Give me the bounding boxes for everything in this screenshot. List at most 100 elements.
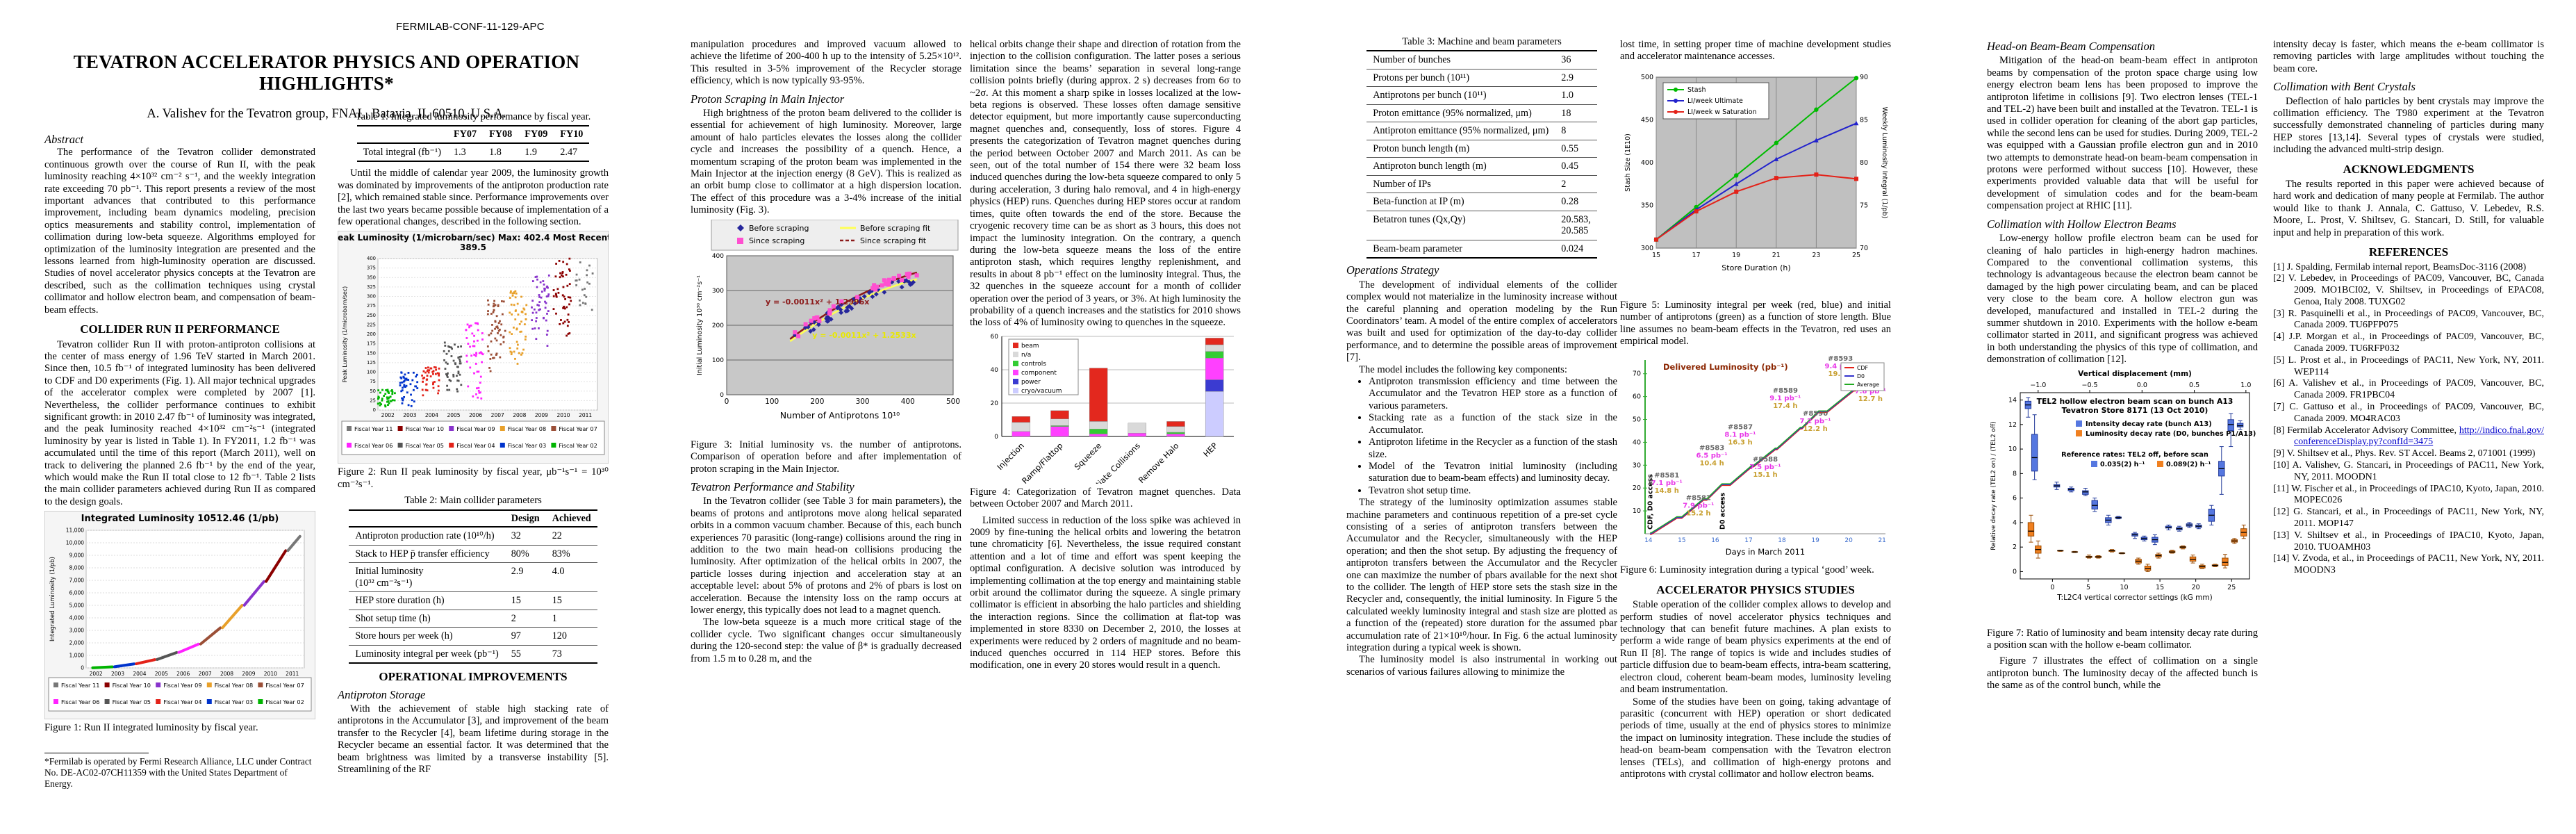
svg-text:200: 200 bbox=[810, 398, 824, 406]
svg-text:70: 70 bbox=[1633, 370, 1641, 378]
paragraph: The low-beta squeeze is a much more crit… bbox=[691, 616, 961, 664]
svg-text:6,000: 6,000 bbox=[69, 590, 85, 596]
svg-text:9.4 pb⁻¹: 9.4 pb⁻¹ bbox=[1825, 363, 1856, 370]
svg-text:175: 175 bbox=[367, 341, 376, 347]
svg-text:Intensity decay rate (bunch A1: Intensity decay rate (bunch A13) bbox=[2086, 420, 2212, 428]
paragraph: The results reported in this paper were … bbox=[2273, 179, 2544, 238]
svg-text:2004: 2004 bbox=[425, 412, 438, 418]
reference-item: [2] V. Lebedev, in Proceedings of PAC09,… bbox=[2273, 273, 2544, 307]
svg-text:#8587: #8587 bbox=[1728, 424, 1753, 432]
table-header-row: FY07 FY08 FY09 FY10 bbox=[356, 126, 590, 144]
svg-text:2008: 2008 bbox=[220, 671, 233, 677]
svg-text:#8588: #8588 bbox=[1753, 456, 1778, 464]
table-cell: 0.28 bbox=[1555, 193, 1597, 211]
table-cell: 15 bbox=[504, 591, 546, 610]
column-4: helical orbits change their shape and di… bbox=[970, 39, 1241, 672]
svg-text:75: 75 bbox=[370, 379, 376, 385]
svg-text:−0.5: −0.5 bbox=[2081, 382, 2097, 389]
paragraph-continued: intensity decay is faster, which means t… bbox=[2273, 39, 2544, 74]
svg-text:14: 14 bbox=[2008, 396, 2017, 404]
table-row: Proton emittance (95% normalized, μm) 18 bbox=[1367, 104, 1597, 123]
reference-item: [3] R. Pasquinelli et al., in Proceeding… bbox=[2273, 308, 2545, 331]
table-row: Number of bunches 36 bbox=[1367, 51, 1597, 70]
svg-text:75: 75 bbox=[1860, 202, 1868, 209]
svg-text:8,000: 8,000 bbox=[69, 565, 85, 571]
table-cell: 1.9 bbox=[525, 146, 537, 158]
svg-text:10,000: 10,000 bbox=[66, 540, 84, 546]
svg-text:40: 40 bbox=[1633, 439, 1641, 447]
svg-text:50: 50 bbox=[1633, 416, 1641, 424]
svg-text:cryo/vacuum: cryo/vacuum bbox=[1021, 388, 1062, 395]
table-cell: Antiproton production rate (10¹⁰/h) bbox=[349, 527, 505, 546]
svg-text:2004: 2004 bbox=[133, 671, 146, 677]
reference-number: [12] bbox=[2273, 507, 2294, 518]
svg-text:Integrated Luminosity 10512.46: Integrated Luminosity 10512.46 (1/pb) bbox=[81, 514, 279, 524]
svg-text:LI/week Ultimate: LI/week Ultimate bbox=[1687, 97, 1743, 105]
figure-2-peak-luminosity-chart: Peak Luminosity (1/microbarn/sec) Max: 4… bbox=[338, 231, 609, 464]
svg-text:Days in March 2011: Days in March 2011 bbox=[1726, 547, 1805, 557]
table-row: Beta-function at IP (m) 0.28 bbox=[1367, 193, 1597, 211]
svg-text:y = -0.0011x² + 1.2533x: y = -0.0011x² + 1.2533x bbox=[812, 331, 916, 340]
data-table: Number of bunches 36 Protons per bunch (10… bbox=[1367, 50, 1597, 259]
svg-text:2010: 2010 bbox=[556, 412, 570, 418]
reference-item: [14] V. Zvoda, et al., in Proceedings of… bbox=[2273, 553, 2544, 576]
table-cell: Initial luminosity (10³² cm⁻²s⁻¹) bbox=[349, 562, 505, 593]
paragraph: Deflection of halo particles by bent cry… bbox=[2273, 95, 2544, 156]
column-6: lost time, in setting proper time of mac… bbox=[1620, 39, 1891, 780]
svg-text:10.4 h: 10.4 h bbox=[1699, 460, 1724, 468]
table-header-cell bbox=[349, 509, 505, 528]
svg-text:#8590: #8590 bbox=[1803, 410, 1828, 418]
table-cell: Protons per bunch (10¹¹) bbox=[1367, 69, 1555, 88]
reference-number: [4] bbox=[2273, 332, 2289, 343]
svg-text:15.2 h: 15.2 h bbox=[1686, 510, 1710, 518]
reference-number: [13] bbox=[2273, 530, 2295, 541]
svg-text:Relative decay rate (TEL2 on): Relative decay rate (TEL2 on) / (TEL2 of… bbox=[1990, 421, 1997, 550]
svg-text:Fiscal Year 03: Fiscal Year 03 bbox=[215, 698, 253, 705]
table-cell: Total integral (fb⁻¹) bbox=[363, 146, 441, 158]
svg-text:Fiscal Year 11: Fiscal Year 11 bbox=[61, 682, 99, 689]
paragraph: Stable operation of the collider complex… bbox=[1620, 599, 1891, 696]
table-row: Betatron tunes (Qx,Qy) 20.583, 20.585 bbox=[1367, 211, 1597, 240]
figure-5-store-duration-chart: 15 17 19 21 23 25 300 350 400 450 500 70 75 80 85 90 Sta… bbox=[1620, 66, 1891, 297]
subsection-antiproton-storage: Antiproton Storage bbox=[338, 687, 426, 701]
title-block: TEVATRON ACCELERATOR PHYSICS AND OPERATI… bbox=[44, 51, 609, 122]
svg-text:19: 19 bbox=[1811, 537, 1819, 544]
svg-text:Remove Halo: Remove Halo bbox=[1137, 441, 1181, 484]
paragraph-continued: manipulation procedures and improved vac… bbox=[691, 39, 961, 87]
svg-text:60: 60 bbox=[991, 334, 999, 341]
svg-text:100: 100 bbox=[765, 398, 779, 406]
svg-text:Fiscal Year 02: Fiscal Year 02 bbox=[265, 698, 304, 705]
svg-text:2011: 2011 bbox=[286, 671, 299, 677]
svg-text:Store Duration (h): Store Duration (h) bbox=[1722, 263, 1790, 272]
section-heading-collider-run2: COLLIDER RUN II PERFORMANCE bbox=[80, 322, 280, 336]
table-cell: 97 bbox=[504, 627, 546, 646]
paragraph: Limited success in reduction of the loss… bbox=[970, 514, 1241, 671]
table-cell: 55 bbox=[511, 648, 521, 660]
svg-text:7.5 pb⁻¹: 7.5 pb⁻¹ bbox=[1749, 464, 1781, 471]
svg-text:Stash: Stash bbox=[1687, 86, 1706, 94]
figure-7-tel2-scan-boxplot: Vertical displacement (mm) −1.0 −0.5 0.0 0.5… bbox=[1987, 369, 2258, 625]
svg-text:D0 access: D0 access bbox=[1719, 493, 1726, 530]
table-row: Antiproton bunch length (m) 0.45 bbox=[1367, 157, 1597, 176]
svg-text:Peak Luminosity (1/microbarn/s: Peak Luminosity (1/microbarn/sec) bbox=[342, 286, 348, 383]
table-cell: 22 bbox=[545, 527, 597, 546]
svg-text:2006: 2006 bbox=[176, 671, 190, 677]
reference-number: [6] bbox=[2273, 378, 2289, 389]
reference-link[interactable]: http://indico.fnal.gov/conferenceDisplay… bbox=[2294, 425, 2544, 448]
table-cell: 1.0 bbox=[1555, 86, 1597, 105]
svg-text:80: 80 bbox=[1860, 159, 1868, 167]
svg-text:Squeeze: Squeeze bbox=[1073, 441, 1104, 472]
svg-text:2008: 2008 bbox=[513, 412, 526, 418]
svg-text:2005: 2005 bbox=[447, 412, 460, 418]
figure-6-weekly-integration-chart: 10 20 30 40 50 60 70 14 15 16 17 18 19 20 21 Delivered … bbox=[1620, 352, 1891, 562]
svg-text:16.3 h: 16.3 h bbox=[1728, 439, 1752, 447]
preprint-number: FERMILAB-CONF-11-129-APC bbox=[396, 21, 545, 33]
svg-text:Fiscal Year 11: Fiscal Year 11 bbox=[354, 425, 393, 432]
svg-text:8: 8 bbox=[2013, 470, 2017, 477]
table-1: FY07 FY08 FY09 FY10 Total integral (fb⁻¹) 1.3… bbox=[338, 125, 609, 163]
table-row: Antiproton emittance (95% normalized, μm… bbox=[1367, 122, 1597, 140]
paragraph-continued: lost time, in setting proper time of mac… bbox=[1620, 39, 1891, 63]
svg-text:20: 20 bbox=[2192, 584, 2200, 591]
svg-text:2010: 2010 bbox=[264, 671, 277, 677]
